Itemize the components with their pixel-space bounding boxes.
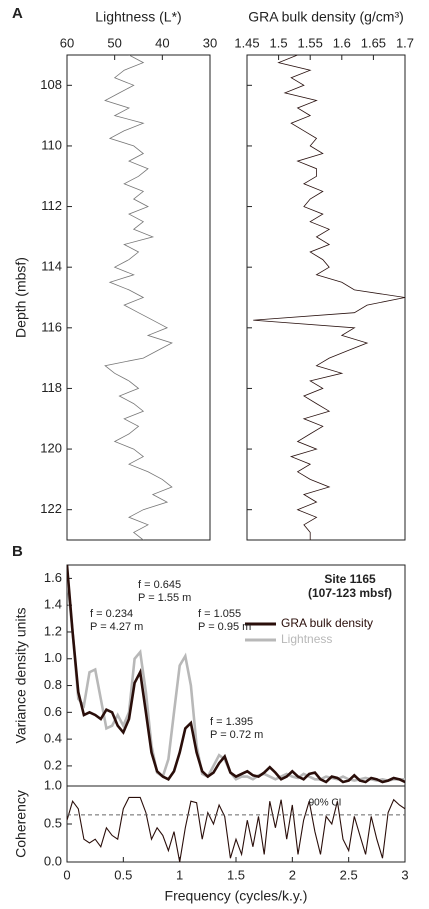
annotation: f = 1.395	[210, 716, 253, 728]
y-tick-label: 112	[41, 198, 62, 213]
x-tick-label: 1.45	[234, 35, 259, 50]
y-tick-label: 1.6	[44, 570, 62, 585]
x-axis-label: GRA bulk density (g/cm³)	[248, 9, 404, 25]
chart-subtitle: (107-123 mbsf)	[308, 586, 392, 600]
x-tick-label: 1.65	[361, 35, 386, 50]
legend-label: GRA bulk density	[281, 616, 373, 630]
y-tick-label: 108	[40, 77, 62, 92]
x-tick-label: 2	[289, 867, 296, 882]
y-tick-label: 116	[41, 319, 62, 334]
y-tick-label: 0.8	[44, 677, 62, 692]
x-axis-label: Frequency (cycles/k.y.)	[165, 888, 308, 904]
x-tick-label: 30	[203, 35, 217, 50]
y-tick-label: 1.4	[44, 597, 62, 612]
legend-label: Lightness	[281, 632, 332, 646]
x-tick-label: 1.5	[227, 867, 245, 882]
chart-title: Site 1165	[324, 572, 376, 586]
y-tick-label: 120	[40, 441, 62, 456]
plot-frame	[66, 54, 211, 541]
x-tick-label: 40	[155, 35, 169, 50]
x-tick-label: 3	[401, 867, 408, 882]
y-tick-label: 1.2	[44, 623, 62, 638]
x-tick-label: 1	[176, 867, 183, 882]
y-tick-label: 110	[41, 137, 62, 152]
x-tick-label: 0	[63, 867, 70, 882]
x-tick-label: 1.6	[333, 35, 351, 50]
x-tick-label: 1.55	[298, 35, 323, 50]
annotation: P = 1.55 m	[138, 592, 191, 604]
plot-frame	[246, 54, 406, 541]
data-line	[104, 55, 173, 540]
x-axis-label: Lightness (L*)	[95, 9, 181, 25]
y-tick-label: 118	[41, 380, 62, 395]
annotation: P = 4.27 m	[90, 621, 143, 633]
x-tick-label: 2.5	[340, 867, 358, 882]
y-tick-label: 0.4	[44, 731, 62, 746]
data-line	[67, 796, 405, 862]
y-tick-label: 122	[40, 501, 62, 516]
y-tick-label: 0.6	[44, 704, 62, 719]
annotation: P = 0.95 m	[198, 621, 251, 633]
y-axis-label: Depth (mbsf)	[13, 257, 29, 338]
data-line	[253, 55, 405, 540]
x-tick-label: 0.5	[114, 867, 132, 882]
x-tick-label: 1.7	[396, 35, 414, 50]
panel-label: B	[12, 543, 23, 560]
y-tick-label: 0.5	[44, 815, 62, 830]
y-axis-label: Variance density units	[13, 608, 29, 744]
y-tick-label: 1.0	[44, 777, 62, 792]
x-tick-label: 60	[60, 35, 74, 50]
annotation: f = 1.055	[198, 608, 241, 620]
x-tick-label: 1.5	[270, 35, 288, 50]
y-axis-label: Coherency	[13, 790, 29, 858]
annotation: P = 0.72 m	[210, 729, 263, 741]
y-tick-label: 0.0	[44, 853, 62, 868]
annotation: f = 0.645	[138, 579, 181, 591]
reference-label: 90% CI	[309, 798, 342, 809]
y-tick-label: 1.0	[44, 650, 62, 665]
y-tick-label: 114	[41, 259, 62, 274]
data-line	[67, 575, 405, 782]
data-line	[67, 565, 405, 784]
y-tick-label: 0.2	[44, 757, 62, 772]
x-tick-label: 50	[107, 35, 121, 50]
panel-label: A	[12, 5, 23, 22]
annotation: f = 0.234	[90, 608, 133, 620]
plot-frame	[66, 785, 406, 863]
